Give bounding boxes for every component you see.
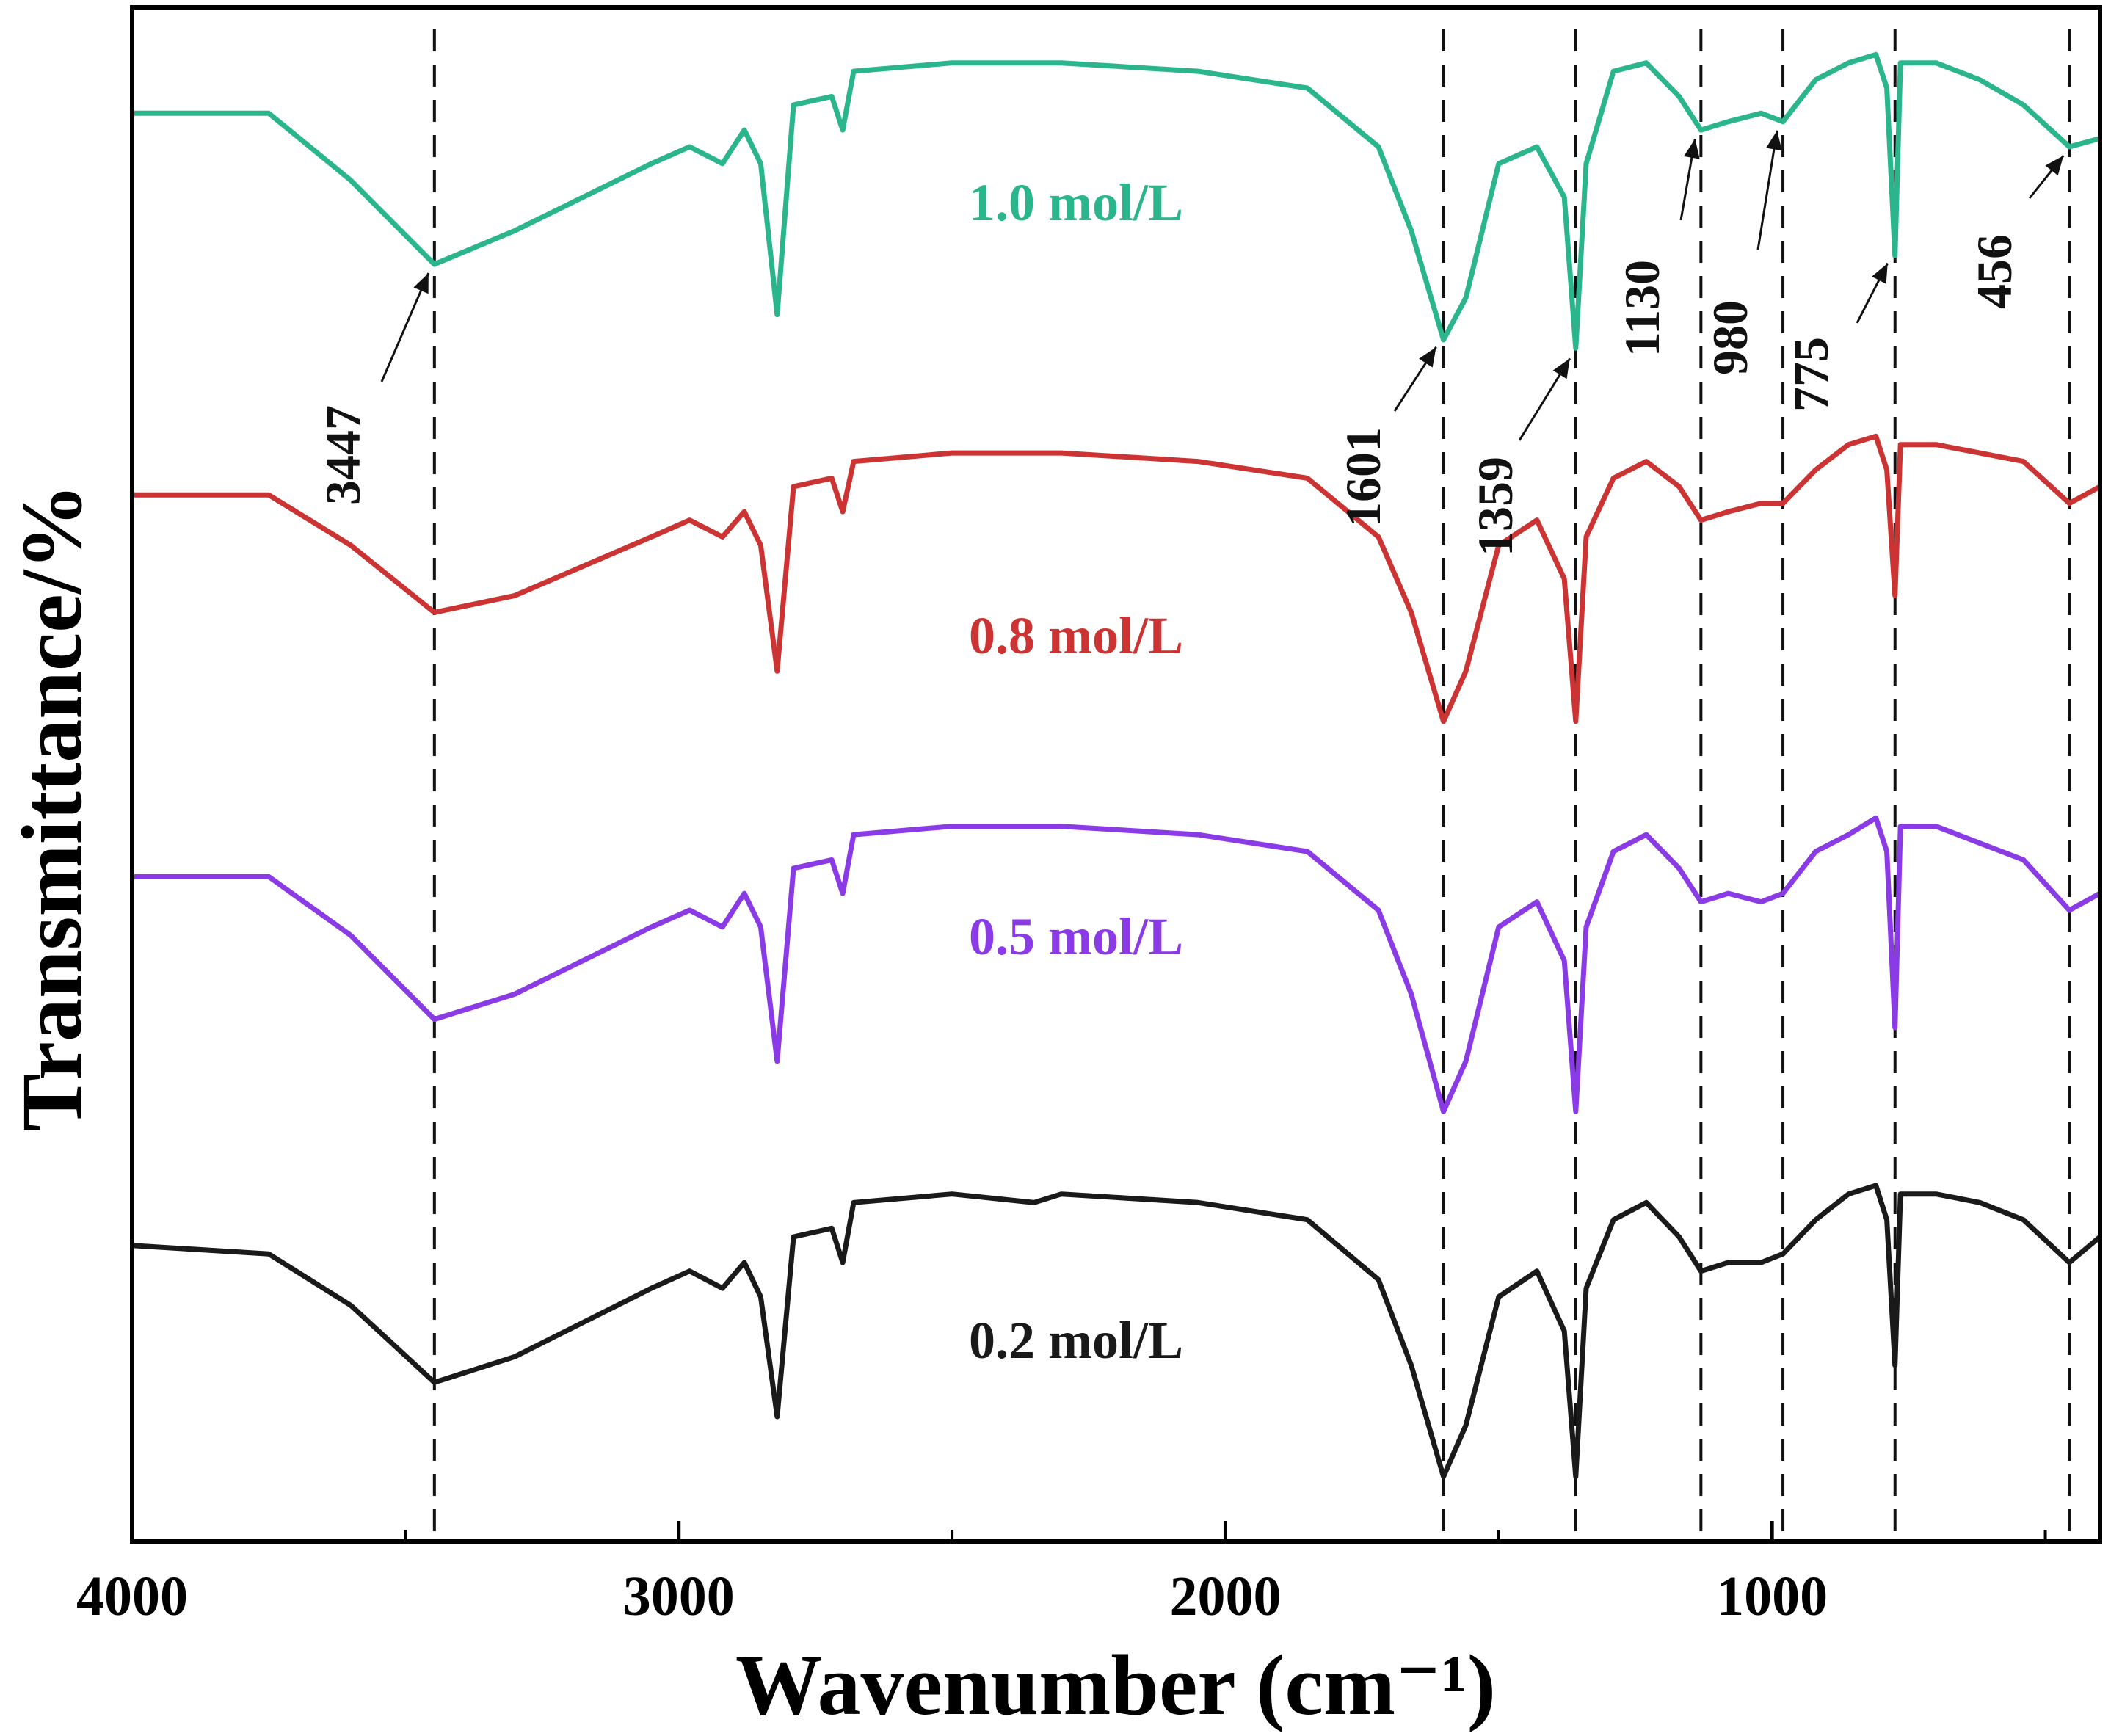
peak-label: 775	[1783, 337, 1839, 412]
series-label: 0.8 mol/L	[969, 606, 1183, 665]
peak-arrow-head	[413, 273, 429, 294]
x-tick-label: 4000	[76, 1566, 188, 1627]
peak-arrow-head	[1872, 263, 1888, 284]
peak-arrow-head	[1684, 139, 1700, 159]
series-lines	[131, 51, 2102, 1480]
peak-arrow-line	[1756, 130, 1778, 250]
peak-label: 1359	[1467, 457, 1523, 556]
peak-arrow-head	[1419, 346, 1436, 368]
peak-arrows	[380, 130, 2065, 441]
reference-lines	[432, 29, 2071, 1541]
x-axis-ticks: 4000 3000 2000 1000	[76, 1521, 2047, 1627]
series-line-1-0-mol-L	[132, 51, 2101, 351]
x-axis-title: Wavenumber (cm⁻¹)	[735, 1637, 1496, 1733]
peak-arrow-head	[1552, 358, 1570, 379]
series-line-0-8-mol-L	[132, 433, 2101, 724]
peak-labels: 3447 1601 1359 1130 980 775 456	[315, 234, 2022, 556]
peak-label: 1130	[1614, 260, 1670, 357]
series-label: 0.5 mol/L	[969, 907, 1183, 966]
y-axis-title: Transmittance/%	[4, 484, 100, 1132]
plot-frame	[130, 5, 2102, 1544]
peak-arrow-line	[380, 272, 430, 382]
peak-arrow-head	[1766, 130, 1782, 151]
peak-arrow-head	[2045, 156, 2064, 176]
peak-label: 3447	[315, 405, 371, 505]
peak-label: 980	[1702, 300, 1758, 375]
x-tick-label: 2000	[1169, 1566, 1281, 1627]
x-tick-label: 1000	[1716, 1566, 1828, 1627]
x-tick-label: 3000	[623, 1566, 735, 1627]
peak-label: 1601	[1335, 427, 1391, 527]
series-label: 0.2 mol/L	[969, 1311, 1183, 1370]
series-line-0-2-mol-L	[131, 1183, 2102, 1480]
series-line-0-5-mol-L	[132, 815, 2101, 1114]
series-label: 1.0 mol/L	[969, 173, 1183, 232]
series-labels: 1.0 mol/L 0.8 mol/L 0.5 mol/L 0.2 mol/L	[969, 173, 1183, 1370]
peak-label: 456	[1966, 234, 2022, 309]
